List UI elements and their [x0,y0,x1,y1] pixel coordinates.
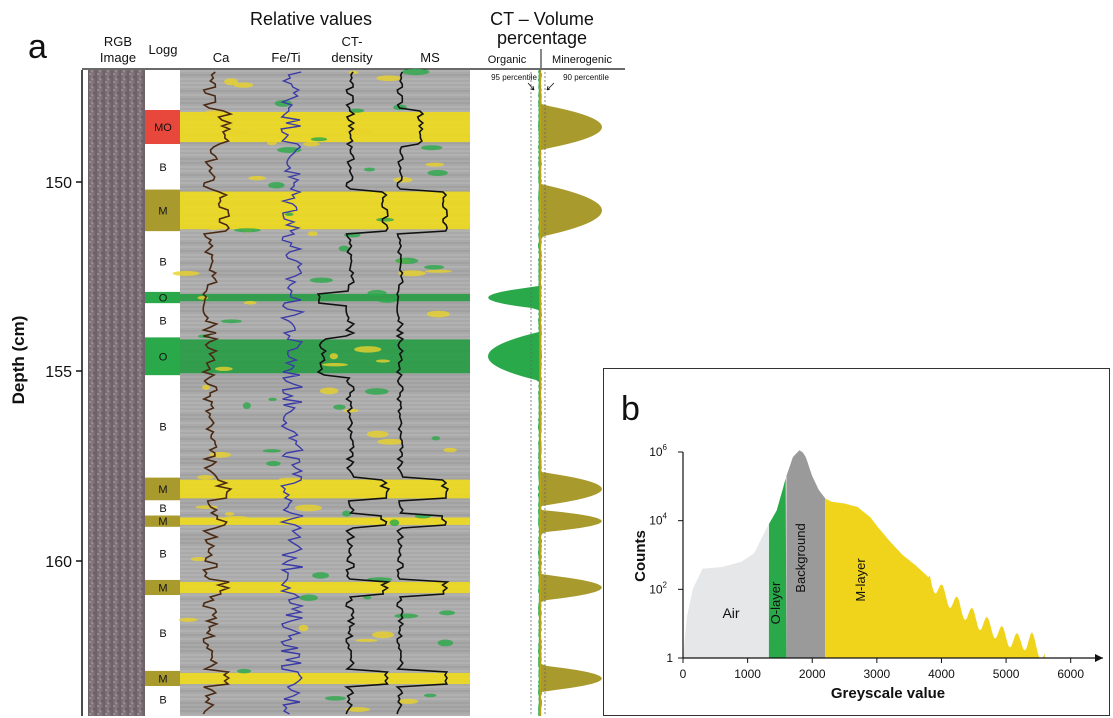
col-ct-line2: density [331,50,373,65]
histogram-regions [683,450,1045,658]
logg-column: MOBMBOBOBMBMBMBMB [145,110,181,713]
region-label-o-layer: O-layer [768,581,783,624]
y-tick-label: 102 [649,580,667,596]
histogram-region-0 [683,525,769,658]
x-tick-label: 3000 [863,667,890,681]
p90-arrow [547,83,554,90]
ct-volume-title-line2: percentage [497,28,587,48]
logg-unit-label: M [158,516,167,528]
depth-axis-label: Depth (cm) [9,316,28,405]
col-ms: MS [420,50,440,65]
y-tick-exponent: 4 [663,512,668,521]
y-tick-label: 104 [649,512,667,528]
ct-volume-title-line1: CT – Volume [490,9,594,29]
logg-unit-label: O [159,293,168,305]
col-minerogenic: Minerogenic [552,54,612,66]
logg-unit-label: M [158,484,167,496]
minerogenic-volume-area [540,70,602,716]
logg-unit-label: M [158,205,167,217]
panel-a-label: a [28,28,47,66]
x-tick-label: 1000 [734,667,761,681]
logg-unit-label: B [159,315,166,327]
col-logg: Logg [149,42,178,57]
panel-b: b 0 1000 2000 3000 4000 5000 60001102104106 Ai… [603,368,1110,716]
depth-axis: 150 155 160 Depth (cm) [9,70,82,716]
y-tick-exponent: 6 [663,443,668,452]
region-label-m-layer: M-layer [853,558,868,602]
logg-unit-label: B [159,628,166,640]
panel-b-label: b [621,390,640,428]
logg-unit-label: M [158,673,167,685]
logg-unit-label: M [158,583,167,595]
region-label-air: Air [722,605,739,621]
x-tick-label: 4000 [928,667,955,681]
depth-tick-160: 160 [45,554,72,571]
y-tick-base: 1 [666,651,673,665]
y-tick-base: 10 [649,445,663,459]
x-tick-label: 6000 [1057,667,1084,681]
x-tick-label: 2000 [799,667,826,681]
panel-a: a Relative values CT – Volume percentage… [0,0,640,718]
col-ct-line1: CT- [342,34,363,49]
x-axis-label: Greyscale value [831,685,945,702]
y-tick-label: 1 [666,651,673,665]
y-tick-base: 10 [649,514,663,528]
x-tick-label: 5000 [993,667,1020,681]
region-label-background: Background [793,523,808,592]
logg-unit-label: B [159,162,166,174]
x-tick-label: 0 [680,667,687,681]
logg-unit-label: MO [154,122,172,134]
ct-volume-plot: 95 percentile 90 percentile [488,70,609,716]
col-organic: Organic [488,54,527,66]
organic-volume-area [488,70,540,716]
y-tick-label: 106 [649,443,667,459]
y-tick-exponent: 2 [663,580,668,589]
rgb-core-image [88,70,145,716]
col-fe-ti: Fe/Ti [271,50,300,65]
histogram-region-1 [769,478,787,658]
col-rgb-line2: Image [100,50,136,65]
ct-scan-image [172,69,470,716]
y-axis-label: Counts [632,530,649,582]
depth-tick-155: 155 [45,364,72,381]
p95-label: 95 percentile [491,73,537,82]
logg-unit-label: B [159,257,166,269]
logg-unit-label: B [159,694,166,706]
depth-tick-150: 150 [45,175,72,192]
p90-label: 90 percentile [563,73,609,82]
logg-unit-label: B [159,421,166,433]
logg-unit-label: B [159,548,166,560]
col-rgb-line1: RGB [104,34,132,49]
logg-unit-label: B [159,503,166,515]
logg-unit-label: O [159,351,168,363]
y-tick-base: 10 [649,582,663,596]
col-ca: Ca [213,50,230,65]
relative-values-title: Relative values [250,9,372,29]
